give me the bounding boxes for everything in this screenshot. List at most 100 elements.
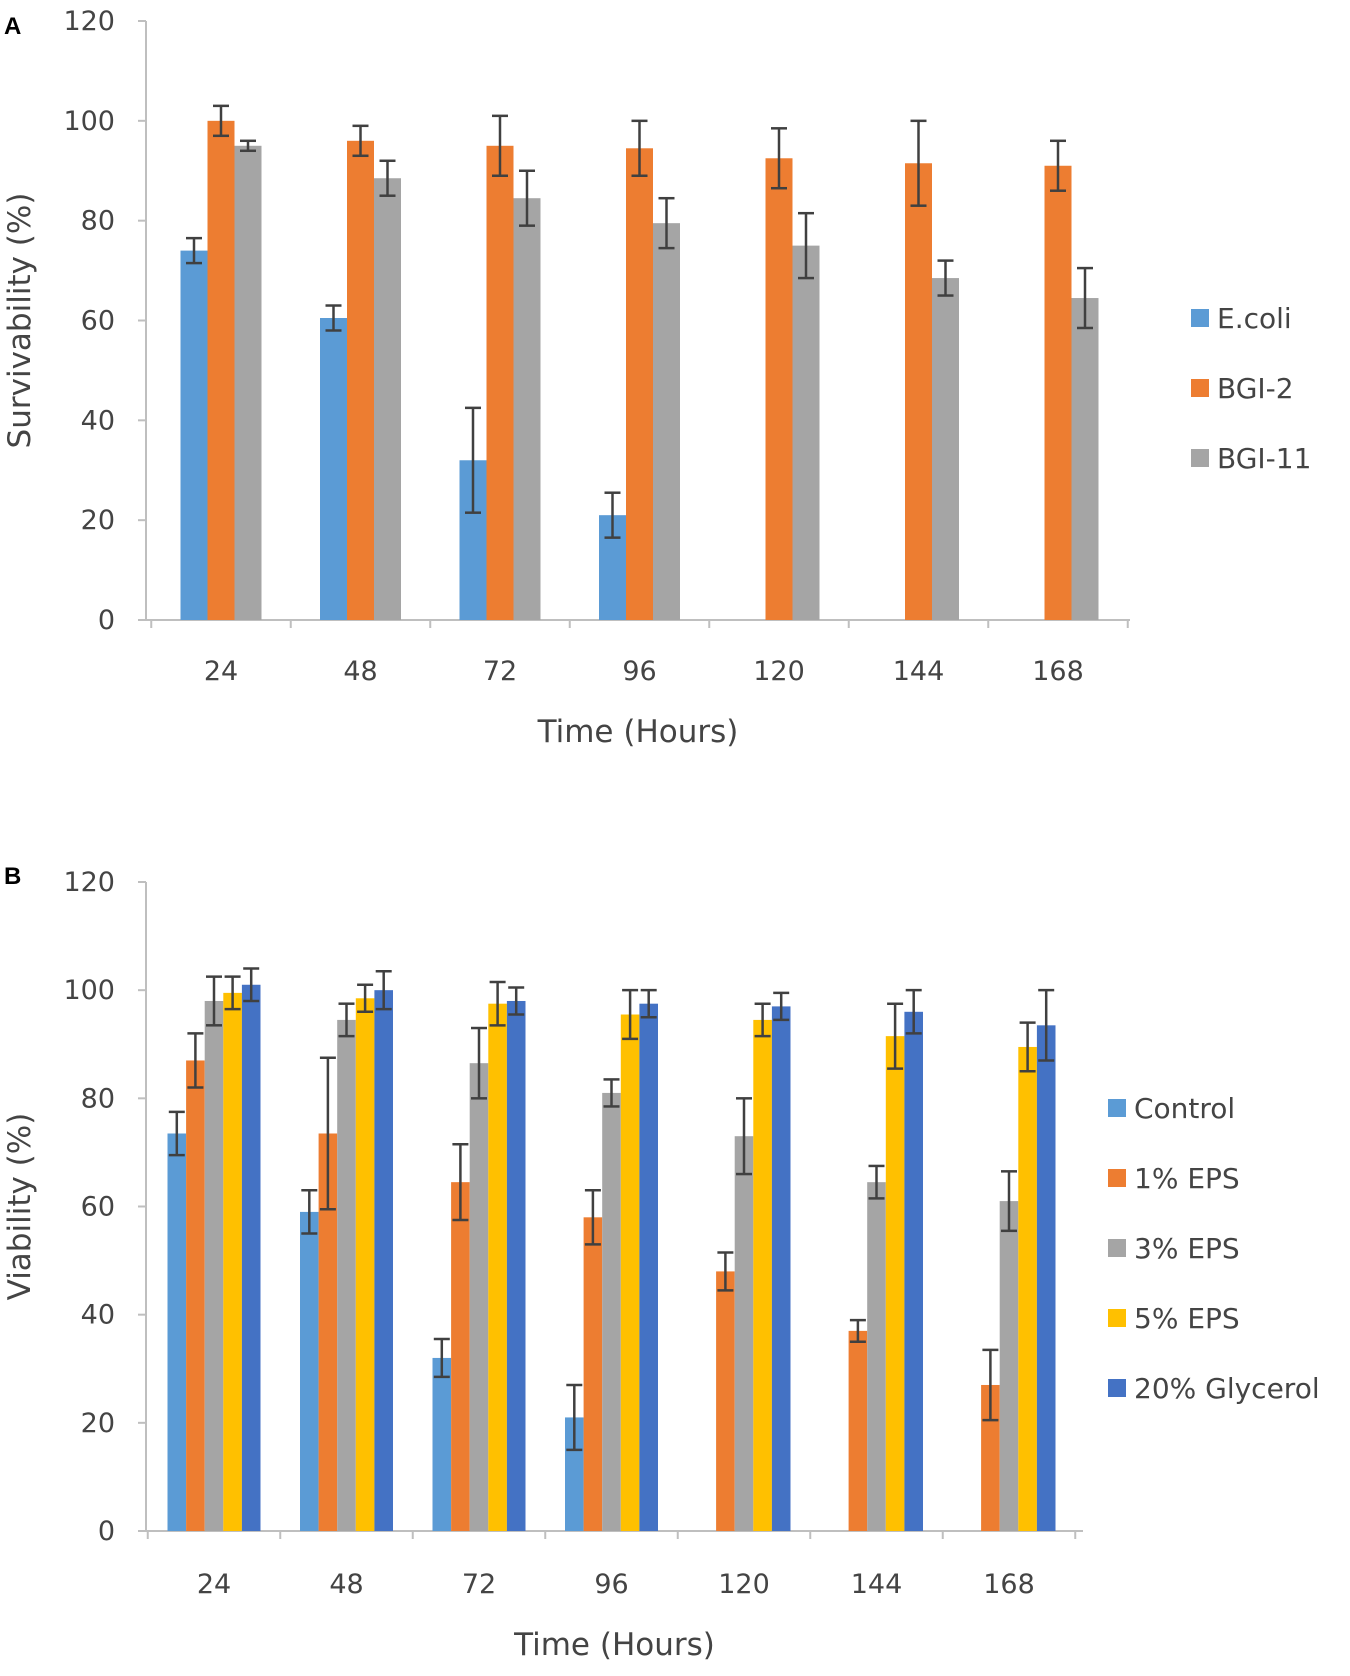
bar [167,1133,187,1531]
bar [204,1000,224,1531]
legend-item: Control [1108,1092,1235,1125]
error-bar [168,1110,185,1157]
legend-label: Control [1134,1092,1235,1125]
legend-label: BGI-2 [1217,372,1294,405]
legend-label: 20% Glycerol [1134,1372,1320,1405]
bar [932,278,959,620]
bar [653,223,680,620]
legend-label: E.coli [1217,302,1292,335]
error-bar [489,980,506,1027]
bar [1036,1025,1056,1531]
bar [488,1003,507,1531]
y-tick-label: 120 [63,6,115,37]
error-bar [603,1078,620,1108]
bar [451,1182,470,1531]
bar [626,148,653,620]
x-tick-label: 144 [893,656,945,687]
error-bar [471,1026,487,1100]
bar [355,998,375,1531]
bar [186,1060,205,1531]
error-bar [187,1032,204,1089]
bar [867,1182,886,1531]
error-bar [213,104,229,138]
error-bar [357,983,374,1014]
error-bar [452,1143,469,1222]
x-tick-label: 96 [622,656,656,687]
error-bar [622,988,639,1041]
x-tick-label: 24 [197,1569,231,1600]
x-tick-label: 48 [343,656,377,687]
y-tick-label: 40 [81,1300,115,1331]
y-tick-label: 120 [63,867,115,898]
panel-letter: A [4,13,21,40]
error-bar [910,119,927,207]
error-bar [566,1383,583,1452]
x-tick-label: 168 [983,1569,1035,1600]
y-tick-label: 80 [81,206,115,237]
bar [885,1036,905,1531]
error-bar [465,406,481,514]
error-bar [849,1318,866,1343]
error-bar [658,196,675,250]
error-bar [338,1002,355,1038]
legend: E.coli BGI-2 BGI-11 [1191,302,1311,475]
bar [716,1271,735,1531]
x-tick-label: 48 [329,1569,363,1600]
error-bar [1001,1170,1017,1233]
bar [486,145,514,620]
bar [639,1003,658,1531]
bar [734,1136,754,1531]
bar [1044,165,1072,620]
bar [432,1357,452,1531]
error-bar [736,1097,752,1176]
y-tick-label: 0 [98,1516,115,1547]
x-tick-label: 120 [753,656,805,687]
error-bar [798,211,814,280]
x-tick-label: 72 [483,656,517,687]
panel-letter: B [4,863,21,890]
error-bar [224,975,241,1011]
x-tick-label: 120 [718,1569,770,1600]
legend-swatch [1108,1169,1126,1187]
error-bar [1077,266,1093,330]
legend-item: 20% Glycerol [1108,1372,1320,1405]
bar [565,1417,584,1531]
bar [506,1000,526,1531]
legend-swatch [1108,1099,1126,1117]
error-bar [508,986,525,1016]
legend-item: BGI-2 [1191,372,1294,405]
error-bar [640,988,657,1019]
error-bar [937,259,954,297]
error-bar [887,1002,904,1070]
legend-swatch [1191,379,1209,397]
error-bar [868,1164,885,1200]
error-bar [754,1002,771,1038]
x-tick-label: 24 [204,656,238,687]
y-axis-title: Survivability (%) [2,193,38,449]
legend-swatch [1108,1309,1126,1327]
x-axis-title: Time (Hours) [537,714,739,750]
x-tick-label: 96 [594,1569,628,1600]
error-bar [1050,139,1066,192]
bar [753,1019,772,1531]
bar [320,318,347,620]
bar [583,1217,603,1531]
bar [1018,1046,1037,1531]
error-bar [604,491,621,539]
bar [374,178,401,621]
bar [318,1133,338,1531]
bar [347,140,374,621]
chart-panel-a: A 0 20 40 60 80 100 120 24 48 72 96 120 144 168 Surviva… [2,6,1311,750]
bar [207,120,235,620]
y-tick-label: 0 [98,605,115,636]
bar [999,1201,1019,1531]
chart-panel-b: B 0 20 40 60 80 100 120 24 48 72 96 120 144 168 Viabili… [2,863,1320,1663]
error-bar [492,114,508,177]
error-bar [584,1189,601,1246]
x-tick-label: 168 [1032,656,1084,687]
bar [602,1092,621,1531]
error-bar [717,1251,734,1292]
legend-item: BGI-11 [1191,442,1311,475]
bar [905,163,932,620]
error-bar [379,159,396,197]
